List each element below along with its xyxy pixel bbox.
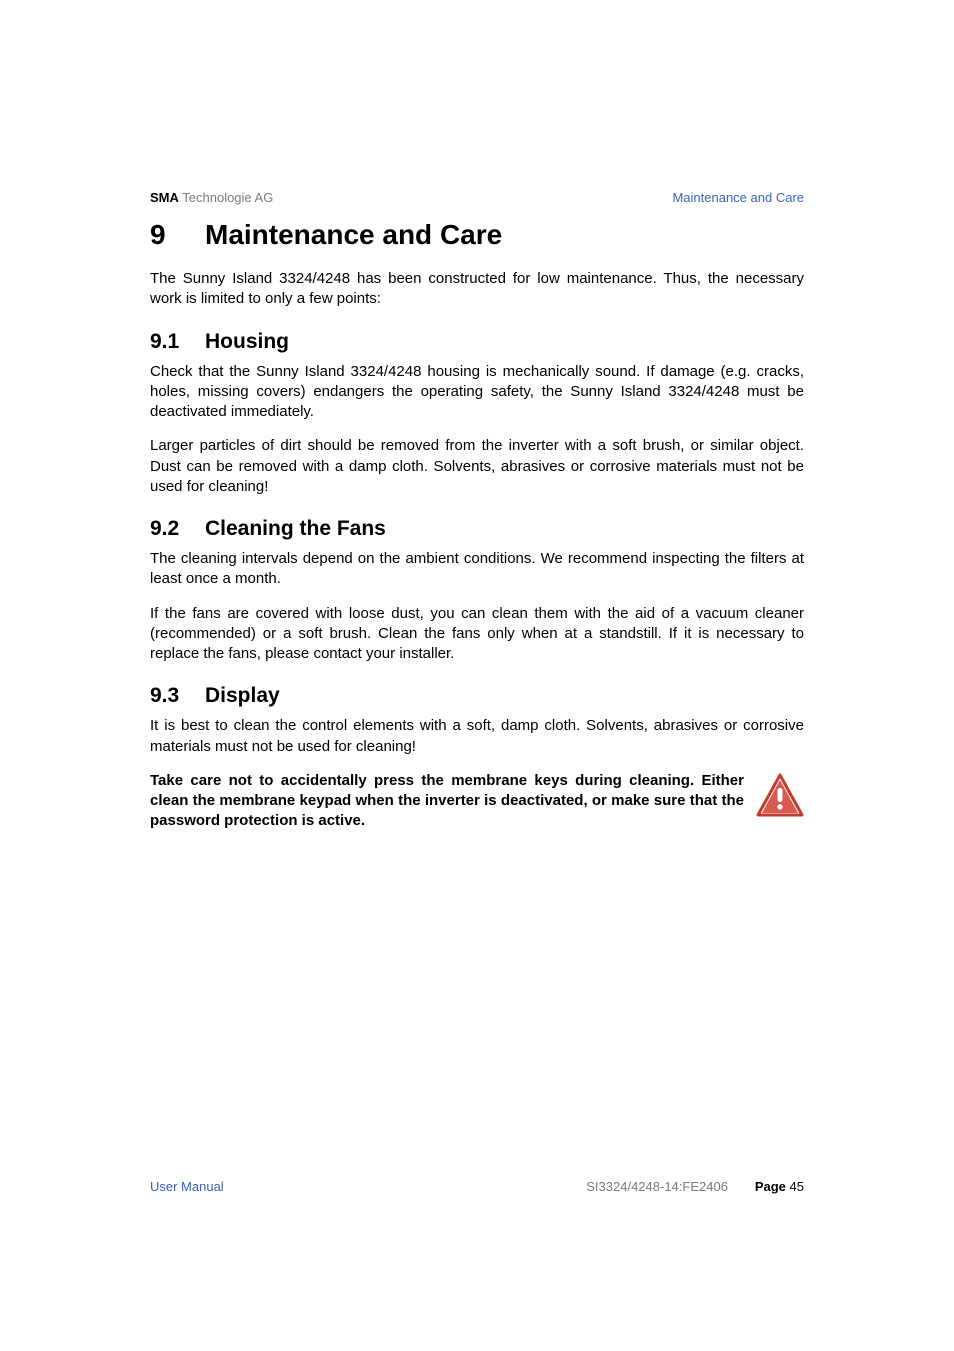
warning-text: Take care not to accidentally press the … — [150, 771, 744, 832]
footer-page: Page 45 — [755, 1179, 804, 1194]
header-breadcrumb: Maintenance and Care — [672, 190, 804, 205]
section-title: Display — [205, 684, 280, 708]
section-number: 9.1 — [150, 330, 205, 354]
section-heading-housing: 9.1 Housing — [150, 330, 804, 354]
company-rest: Technologie AG — [179, 190, 273, 205]
section-heading-display: 9.3 Display — [150, 684, 804, 708]
footer-page-number: 45 — [790, 1179, 804, 1194]
warning-block: Take care not to accidentally press the … — [150, 771, 804, 832]
chapter-heading: 9 Maintenance and Care — [150, 219, 804, 251]
section-heading-fans: 9.2 Cleaning the Fans — [150, 517, 804, 541]
company-bold: SMA — [150, 190, 179, 205]
footer-doc-id: SI3324/4248-14:FE2406 — [586, 1179, 728, 1194]
fans-para-2: If the fans are covered with loose dust,… — [150, 604, 804, 665]
chapter-title: Maintenance and Care — [205, 219, 502, 251]
warning-icon — [756, 773, 804, 817]
footer-doc-type: User Manual — [150, 1179, 224, 1194]
page: SMA Technologie AG Maintenance and Care … — [0, 0, 954, 1351]
section-number: 9.3 — [150, 684, 205, 708]
section-title: Cleaning the Fans — [205, 517, 386, 541]
chapter-intro: The Sunny Island 3324/4248 has been cons… — [150, 269, 804, 310]
chapter-number: 9 — [150, 219, 205, 251]
company-name: SMA Technologie AG — [150, 190, 273, 205]
section-number: 9.2 — [150, 517, 205, 541]
footer-page-label: Page — [755, 1179, 790, 1194]
fans-para-1: The cleaning intervals depend on the amb… — [150, 549, 804, 590]
running-footer: User Manual SI3324/4248-14:FE2406 Page 4… — [150, 1178, 804, 1196]
display-para-1: It is best to clean the control elements… — [150, 716, 804, 757]
section-title: Housing — [205, 330, 289, 354]
housing-para-1: Check that the Sunny Island 3324/4248 ho… — [150, 362, 804, 423]
running-header: SMA Technologie AG Maintenance and Care — [150, 190, 804, 205]
housing-para-2: Larger particles of dirt should be remov… — [150, 436, 804, 497]
